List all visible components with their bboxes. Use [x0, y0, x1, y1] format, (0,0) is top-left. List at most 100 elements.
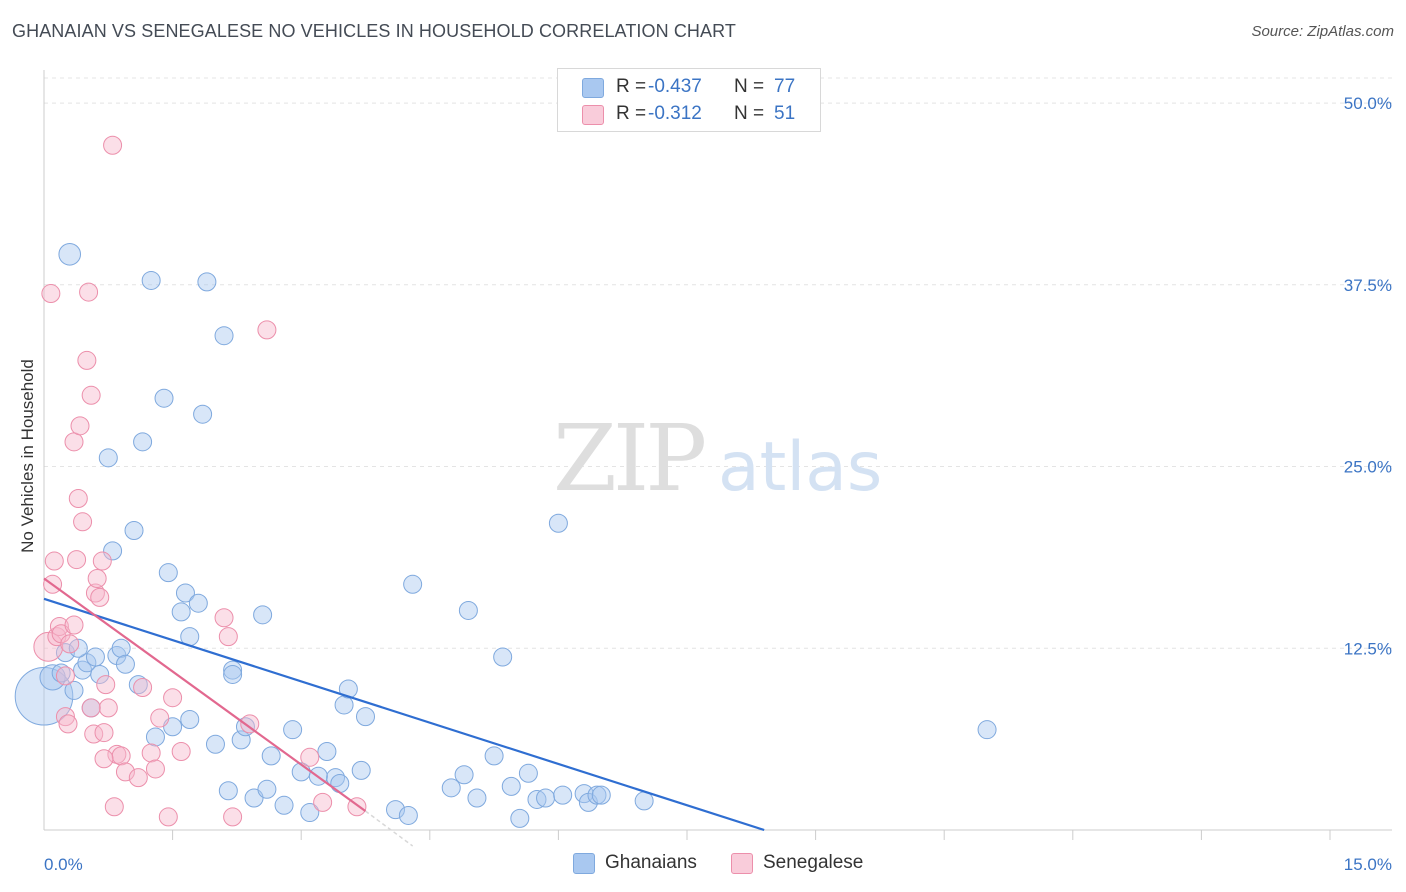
senegalese-point-47	[145, 759, 165, 779]
y-axis-title: No Vehicles in Household	[18, 359, 37, 553]
senegalese-point-13	[70, 416, 90, 436]
n-label: N =	[734, 103, 765, 124]
senegalese-point-20	[87, 568, 107, 588]
senegalese-point-25	[103, 135, 123, 155]
ghanaians-point-11	[98, 448, 118, 468]
senegalese-point-34	[158, 807, 178, 827]
ghanaians-point-25	[175, 583, 195, 603]
ghanaians-point-55	[454, 765, 474, 785]
senegalese-point-24	[98, 698, 118, 718]
ghanaians-point-40	[274, 795, 294, 815]
senegalese-point-12	[68, 489, 88, 509]
senegalese-point-0	[33, 631, 64, 662]
ghanaians-point-69	[587, 785, 607, 805]
ghanaians-point-58	[484, 746, 504, 766]
senegalese-point-48	[55, 666, 75, 686]
senegalese-point-5	[49, 616, 69, 636]
senegalese-point-7	[55, 707, 75, 727]
senegalese-point-41	[257, 320, 277, 340]
ghanaians-point-64	[536, 788, 556, 808]
ghanaians-point-73	[180, 710, 200, 730]
senegalese-point-42	[313, 792, 333, 812]
ghanaians-point-71	[977, 720, 997, 740]
ghanaians-point-53	[403, 574, 423, 594]
ghanaians-point-10	[90, 664, 110, 684]
senegalese-point-45	[81, 698, 101, 718]
y-tick-label-2: 37.5%	[1344, 276, 1392, 295]
senegalese-point-21	[92, 551, 112, 571]
ghanaians-point-12	[103, 541, 123, 561]
legend-row-ghanaians: R = -0.437 N = 77	[558, 74, 820, 102]
ghanaians-point-28	[193, 404, 213, 424]
senegalese-point-31	[133, 678, 153, 698]
legend-label-ghanaians: Ghanaians	[605, 852, 697, 873]
ghanaians-point-16	[124, 521, 144, 541]
watermark-atlas: atlas	[718, 428, 882, 507]
y-tick-labels: 12.5% 25.0% 37.5% 50.0%	[1344, 94, 1392, 658]
senegalese-point-17	[81, 385, 101, 405]
senegalese-point-37	[214, 608, 234, 628]
ghanaians-point-61	[510, 808, 530, 828]
senegalese-point-36	[171, 741, 191, 761]
senegalese-point-49	[94, 749, 114, 769]
ghanaians-point-43	[300, 803, 320, 823]
ghanaians-point-32	[218, 781, 238, 801]
ghanaians-point-19	[141, 270, 161, 290]
ghanaians-point-33	[223, 660, 243, 680]
ghanaians-point-46	[330, 773, 350, 793]
ghanaians-point-24	[171, 602, 191, 622]
senegalese-point-30	[128, 768, 148, 788]
ghanaians-point-5	[64, 680, 84, 700]
y-tick-label-3: 50.0%	[1344, 94, 1392, 113]
ghanaians-point-20	[145, 727, 165, 747]
watermark: ZIP atlas	[553, 405, 882, 512]
x-tick-label-0: 0.0%	[44, 855, 83, 874]
r-label: R =	[616, 76, 647, 97]
senegalese-point-50	[300, 747, 320, 767]
ghanaians-point-27	[188, 593, 208, 613]
legend-swatch-senegalese	[582, 105, 604, 125]
source-credit: Source: ZipAtlas.com	[1251, 23, 1394, 40]
ghanaians-point-3	[55, 643, 75, 663]
chart-title: GHANAIAN VS SENEGALESE NO VEHICLES IN HO…	[12, 21, 736, 41]
senegalese-point-1	[41, 284, 61, 304]
watermark-zip: ZIP	[553, 405, 704, 512]
legend-swatch-ghanaians	[582, 78, 604, 98]
senegalese-point-8	[58, 714, 78, 734]
ghanaians-point-48	[338, 679, 358, 699]
r-value: -0.312	[648, 103, 702, 124]
ghanaians-point-38	[257, 779, 277, 799]
ghanaians-point-14	[111, 638, 131, 658]
x-tick-label-1: 15.0%	[1344, 855, 1392, 874]
ghanaians-point-15	[115, 654, 135, 674]
series-senegalese	[33, 135, 367, 827]
ghanaians-point-44	[317, 741, 337, 761]
senegalese-point-10	[64, 432, 84, 452]
series-ghanaians	[14, 242, 997, 828]
correlation-legend: R = -0.437 N = 77 R = -0.312 N = 51	[557, 68, 821, 132]
senegalese-point-22	[94, 723, 114, 743]
senegalese-point-23	[96, 675, 116, 695]
senegalese-point-39	[223, 807, 243, 827]
senegalese-point-11	[67, 550, 87, 570]
legend-swatch-ghanaians	[573, 853, 595, 874]
y-tick-label-1: 25.0%	[1344, 458, 1392, 477]
ghanaians-point-9	[85, 647, 105, 667]
legend-row-senegalese: R = -0.312 N = 51	[558, 101, 820, 129]
gridlines	[44, 77, 1392, 840]
ghanaians-point-47	[334, 695, 354, 715]
n-label: N =	[734, 76, 765, 97]
senegalese-point-15	[77, 350, 97, 370]
senegalese-point-26	[104, 797, 124, 817]
legend-swatch-senegalese	[731, 853, 753, 874]
ghanaians-point-39	[261, 746, 281, 766]
trend-lines	[43, 577, 765, 847]
legend-label-senegalese: Senegalese	[763, 852, 864, 873]
x-tick-labels: 0.0% 15.0%	[44, 855, 1392, 874]
ghanaians-point-60	[501, 776, 521, 796]
senegalese-point-14	[73, 512, 93, 532]
senegalese-point-44	[64, 615, 84, 635]
ghanaians-point-66	[553, 785, 573, 805]
ghanaians-point-62	[518, 763, 538, 783]
